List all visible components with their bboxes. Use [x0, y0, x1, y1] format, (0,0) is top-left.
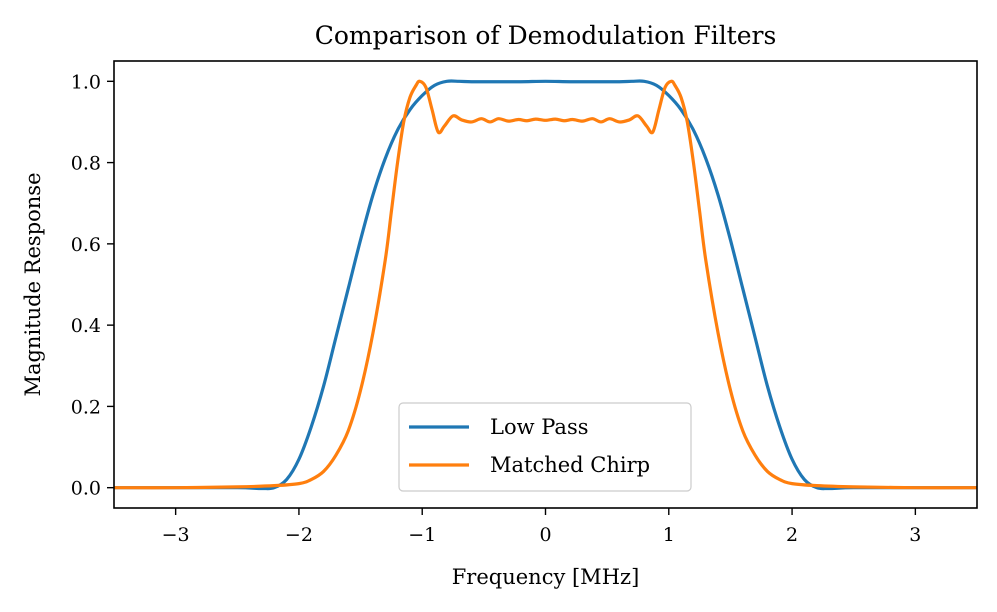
y-tick-label: 0.8: [71, 153, 101, 175]
x-tick-label: −1: [408, 524, 436, 546]
legend-label-matched-chirp: Matched Chirp: [490, 453, 650, 477]
y-tick-label: 0.0: [71, 478, 101, 500]
y-tick-label: 0.2: [71, 396, 101, 418]
legend-label-low-pass: Low Pass: [490, 415, 589, 439]
x-tick-label: 2: [786, 524, 798, 546]
x-tick-label: 0: [539, 524, 551, 546]
x-tick-label: 1: [663, 524, 675, 546]
y-tick-label: 1.0: [71, 71, 101, 93]
x-axis-title: Frequency [MHz]: [452, 565, 640, 589]
y-axis-title: Magnitude Response: [21, 172, 45, 396]
series-line-low-pass: [114, 79, 977, 491]
x-tick-label: 3: [909, 524, 921, 546]
ticks-layer: −3 −2 −1 0 1 2 3 0.0 0.2 0.4 0.6 0.8 1.0: [71, 71, 922, 546]
series-line-matched-chirp: [114, 79, 977, 490]
x-tick-label: −3: [162, 524, 190, 546]
x-tick-label: −2: [285, 524, 313, 546]
y-tick-label: 0.6: [71, 234, 101, 256]
legend: Low Pass Matched Chirp: [398, 402, 692, 492]
chart-title: Comparison of Demodulation Filters: [315, 21, 777, 50]
y-tick-label: 0.4: [71, 315, 101, 337]
legend-box: [398, 402, 692, 492]
series-layer: [114, 79, 977, 491]
